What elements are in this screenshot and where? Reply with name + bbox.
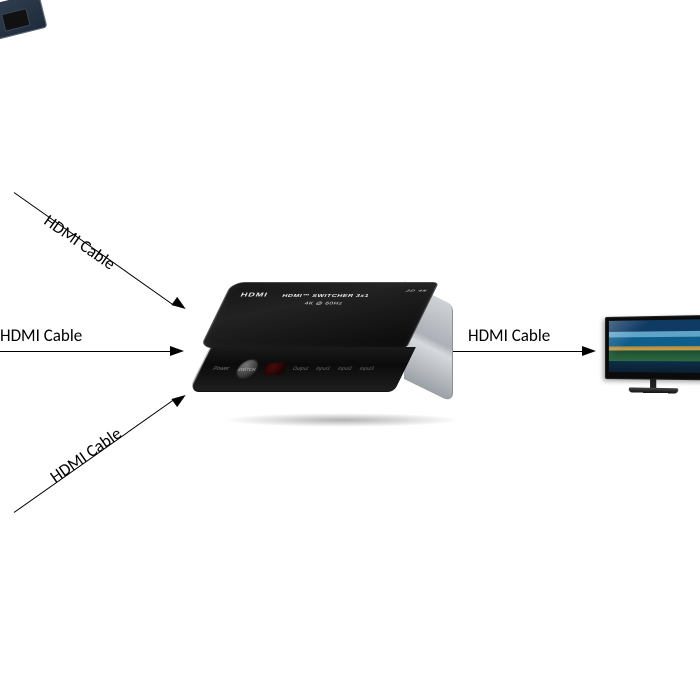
display-device-icon [605,315,700,394]
device-top-face: HDMI HDMI™ SWITCHER 3x1 4K @ 60Hz 3D 4K [200,282,439,348]
input3-led-label: Input3 [358,366,375,372]
tv-stand-base [628,387,677,393]
laptop-device-icon [0,0,48,40]
arrow-head-in-mid [170,346,184,356]
switch-button[interactable]: SWITCH [232,359,262,379]
arrow-head-out [582,346,596,356]
tv-bezel [605,315,700,380]
cable-label-out: HDMI Cable [468,325,550,346]
power-label: Power [212,366,231,372]
device-title-line2: 4K @ 60Hz [304,301,344,305]
switch-button-label: SWITCH [237,367,257,372]
hdmi-switcher-device: + DC 5V HDMI HDMI™ SWITCHER 3x1 4K @ 60H… [232,282,462,432]
cable-label-in-mid: HDMI Cable [0,325,82,346]
device-3d-badge: 3D 4K [404,289,430,292]
ir-window-icon [262,363,288,375]
input2-led-label: Input2 [336,366,353,372]
arrow-in-bottom [14,399,175,513]
cable-label-in-bottom: HDMI Cable [46,423,125,487]
arrow-head-in-top [171,297,188,313]
arrow-head-in-bottom [171,391,188,407]
tv-screen [609,319,700,373]
device-brand-label: HDMI [239,291,269,297]
arrow-in-top [14,192,175,306]
device-shadow [222,413,462,427]
output-led-label: Output [291,366,309,372]
diagram-stage: HDMI Cable HDMI Cable HDMI Cable HDMI Ca… [0,0,700,700]
device-front-face: Power SWITCH Output Input1 Input2 Input3 [189,347,416,392]
input1-led-label: Input1 [314,366,331,372]
device-title-line1: HDMI™ SWITCHER 3x1 [281,294,370,298]
tv-stand-neck [650,380,656,388]
arrow-in-mid [0,351,172,352]
